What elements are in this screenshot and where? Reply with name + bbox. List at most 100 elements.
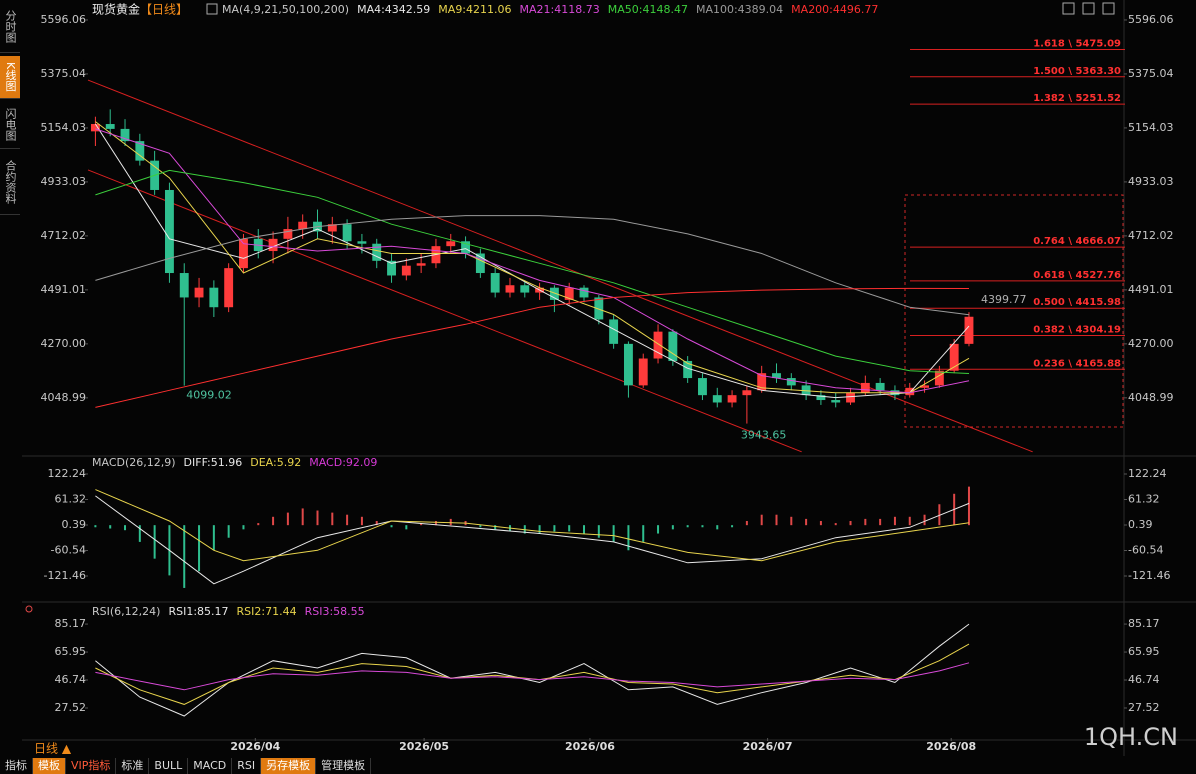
fib-label: 0.500 \ 4415.98	[1033, 297, 1121, 308]
icon-button[interactable]	[1082, 2, 1095, 15]
macd-bar	[731, 525, 734, 528]
y-tick-label: 5375.04	[41, 67, 87, 80]
y-tick-label: 4491.01	[1128, 283, 1174, 296]
macd-bar	[583, 525, 586, 534]
indicator-line	[95, 489, 970, 562]
y-tick-label: 0.39	[1128, 518, 1153, 531]
candle-body	[742, 390, 752, 396]
candle-body	[934, 370, 944, 386]
sidebar-tab[interactable]: 闪电图	[0, 100, 20, 149]
macd-bar	[257, 523, 260, 526]
toolbar-button[interactable]: RSI	[232, 758, 262, 774]
toolbar-button[interactable]: 模板	[33, 758, 66, 774]
legend-entry: MA9:4211.06	[438, 3, 511, 16]
y-tick-label: 46.74	[1128, 673, 1160, 686]
macd-bar	[375, 520, 378, 526]
macd-bar	[642, 525, 645, 542]
candle-body	[772, 373, 781, 379]
icon-button[interactable]	[1102, 2, 1115, 15]
settings-icon[interactable]	[206, 3, 218, 15]
x-tick-label: 2026/08	[926, 740, 976, 753]
price-annotation: 4099.02	[186, 389, 232, 402]
y-tick-label: 46.74	[55, 673, 87, 686]
y-tick-label: -121.46	[44, 569, 86, 582]
macd-bar	[434, 520, 437, 526]
macd-bar	[538, 525, 541, 534]
sidebar-tab[interactable]: K线图	[0, 56, 20, 99]
macd-bar	[893, 516, 896, 526]
candle-body	[490, 273, 500, 293]
period: 【日线】	[140, 3, 188, 17]
macd-bar	[138, 525, 141, 542]
y-tick-label: 4712.02	[41, 229, 87, 242]
toolbar-button[interactable]: 管理模板	[316, 758, 372, 774]
y-tick-label: 5154.03	[41, 121, 87, 134]
x-tick-label: 2026/06	[565, 740, 615, 753]
x-tick-label: 2026/05	[399, 740, 449, 753]
macd-bar	[494, 525, 497, 530]
watermark: 1QH.CN	[1084, 723, 1178, 751]
icon-button[interactable]	[1062, 2, 1075, 15]
macd-bar	[864, 518, 867, 526]
macd-bar	[686, 525, 689, 528]
candle-body	[90, 124, 100, 132]
y-tick-label: 85.17	[1128, 617, 1160, 630]
candle-body	[757, 373, 767, 391]
macd-bar	[405, 525, 408, 530]
period-selector[interactable]: 日线 ▲	[34, 742, 72, 756]
toolbar-button[interactable]: MACD	[188, 758, 233, 774]
y-tick-label: -121.46	[1128, 569, 1170, 582]
fib-label: 0.236 \ 4165.88	[1033, 358, 1121, 369]
macd-bar	[908, 516, 911, 526]
sidebar-tab[interactable]: 合约资料	[0, 150, 20, 215]
indicator-line	[95, 287, 970, 408]
macd-bar	[316, 510, 319, 526]
candle-body	[609, 319, 619, 344]
y-tick-label: 61.32	[1128, 493, 1160, 506]
toolbar: 指标 模板 VIP指标 标准 BULL MACD RSI 另存模板 管理模板	[0, 758, 372, 774]
candle-body	[875, 382, 885, 391]
macd-bar	[597, 525, 600, 538]
fib-box	[904, 194, 1124, 428]
y-tick-label: 122.24	[48, 467, 87, 480]
y-tick-label: -60.54	[51, 544, 86, 557]
candle-body	[268, 238, 278, 252]
fib-label: 0.618 \ 4527.76	[1033, 270, 1121, 281]
candle-body	[342, 224, 352, 242]
macd-bar	[346, 514, 349, 526]
price-annotation: 3943.65	[741, 429, 787, 442]
candle-body	[239, 238, 248, 269]
candle-body	[401, 265, 411, 276]
macd-bar	[879, 518, 882, 526]
toolbar-button[interactable]: 标准	[116, 758, 150, 774]
candle-body	[461, 241, 471, 254]
fib-label: 0.382 \ 4304.19	[1033, 325, 1121, 336]
y-tick-label: -60.54	[1128, 544, 1163, 557]
candle-body	[964, 316, 974, 344]
legend-entry: MA200:4496.77	[791, 3, 878, 16]
candle-body	[179, 273, 189, 298]
candle-body	[446, 241, 456, 247]
legend-entry: RSI2:71.44	[237, 605, 297, 618]
macd-bar	[716, 525, 719, 530]
legend-entry: MA(4,9,21,50,100,200)	[222, 3, 349, 16]
toolbar-button[interactable]: VIP指标	[66, 758, 117, 774]
macd-bar	[568, 525, 571, 532]
candle-body	[727, 395, 737, 403]
toolbar-button[interactable]: 指标	[0, 758, 33, 774]
candle-body	[831, 400, 841, 403]
macd-bar	[212, 525, 215, 551]
y-tick-label: 27.52	[1128, 701, 1160, 714]
macd-bar	[967, 486, 970, 526]
candle-body	[357, 241, 367, 244]
macd-bar	[775, 514, 778, 526]
macd-bar	[390, 525, 393, 528]
sidebar-tab[interactable]: 分时图	[0, 0, 20, 53]
toolbar-button[interactable]: 另存模板	[261, 758, 317, 774]
settings-icon[interactable]	[25, 605, 33, 613]
legend-entry: DIFF:51.96	[184, 456, 243, 469]
candle-body	[653, 331, 663, 359]
toolbar-button[interactable]: BULL	[149, 758, 189, 774]
